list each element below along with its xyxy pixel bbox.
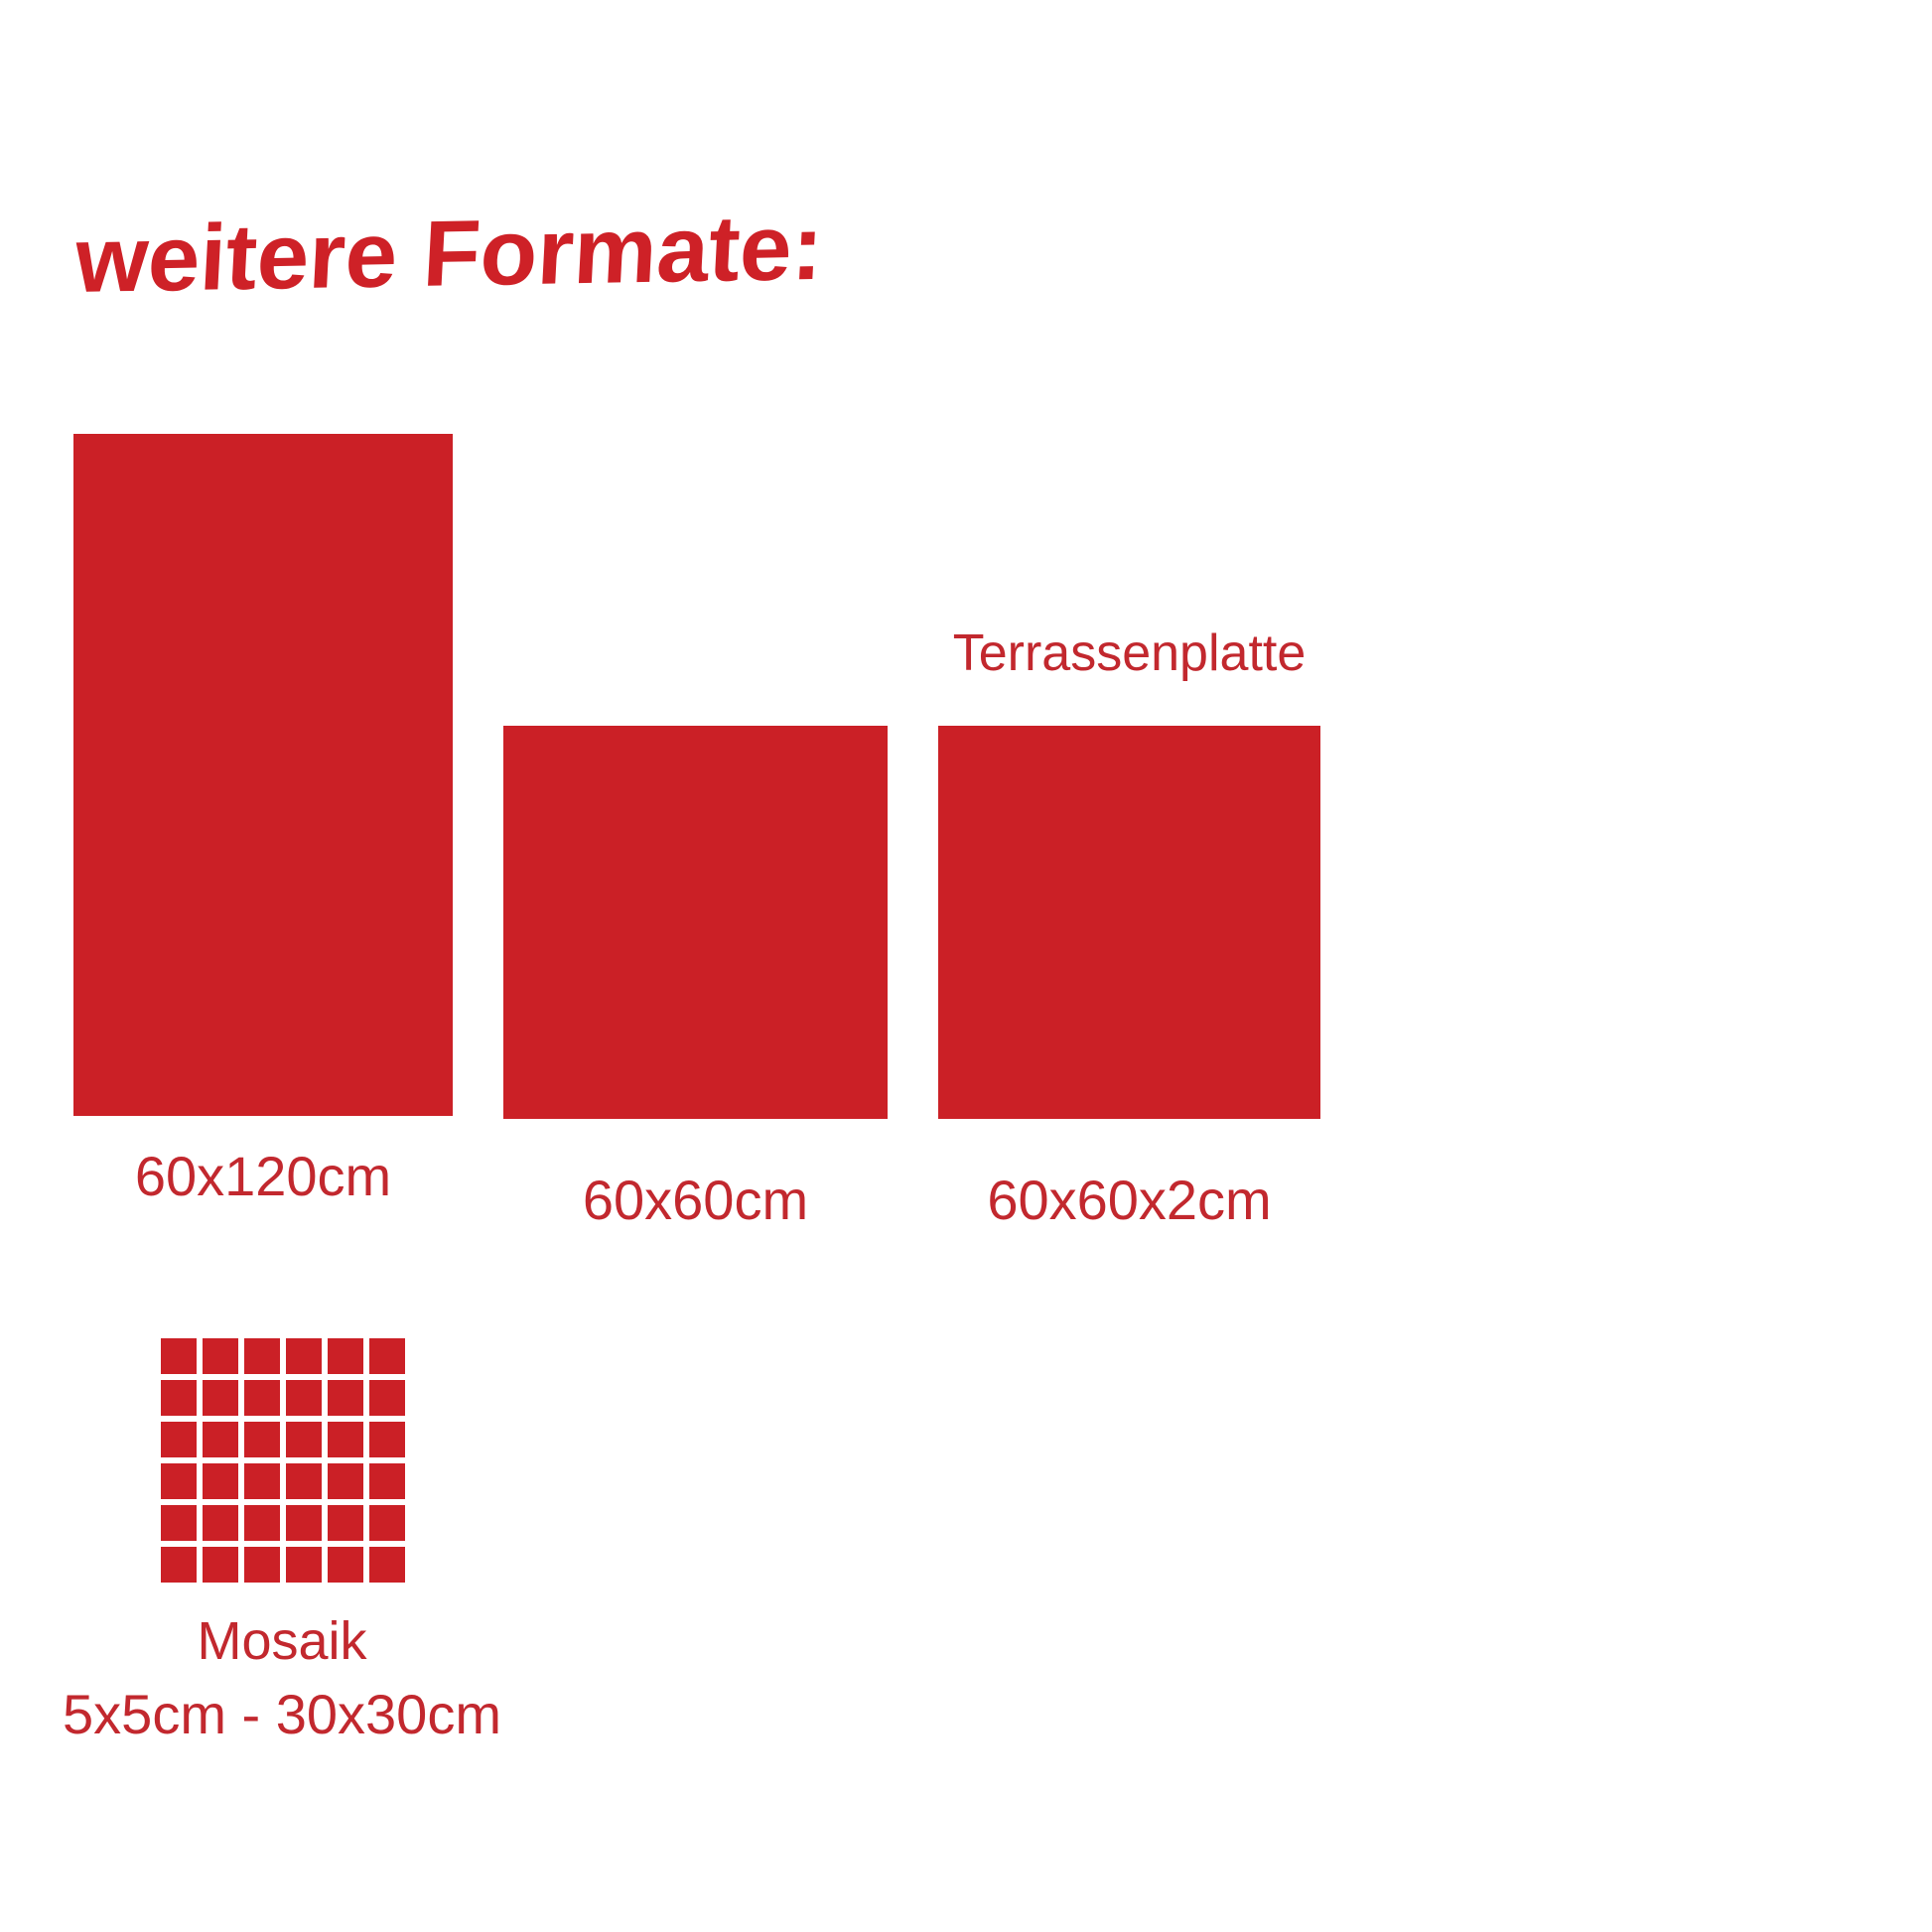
mosaic-cell [286,1338,322,1374]
terrassenplatte-annotation: Terrassenplatte [952,624,1307,682]
mosaic-cell [244,1547,280,1583]
mosaic-cell [161,1338,197,1374]
mosaic-cell [328,1463,363,1499]
mosaic-cell [203,1338,238,1374]
tile-swatch-60x60 [503,726,888,1119]
mosaic-cell [244,1380,280,1416]
mosaic-cell [369,1422,405,1457]
mosaic-cell [244,1338,280,1374]
tile-swatch-60x120 [73,434,453,1116]
page-title: weitere Formate: [72,194,826,312]
mosaic-cell [328,1338,363,1374]
size-label-60x60x2: 60x60x2cm [987,1169,1272,1231]
mosaic-cell [203,1463,238,1499]
size-label-60x60: 60x60cm [582,1169,809,1231]
mosaic-cell [369,1463,405,1499]
mosaic-cell [244,1422,280,1457]
mosaik-label: Mosaik [197,1611,367,1671]
mosaic-cell [286,1463,322,1499]
mosaic-cell [203,1547,238,1583]
mosaic-cell [369,1547,405,1583]
mosaic-cell [161,1547,197,1583]
mosaic-cell [369,1380,405,1416]
mosaic-cell [244,1505,280,1541]
mosaic-cell [328,1422,363,1457]
mosaic-cell [203,1380,238,1416]
mosaic-cell [286,1505,322,1541]
mosaic-cell [161,1505,197,1541]
mosaic-cell [161,1463,197,1499]
mosaic-cell [369,1505,405,1541]
mosaik-size-range-label: 5x5cm - 30x30cm [63,1683,501,1745]
mosaic-swatch-grid [161,1338,405,1583]
mosaic-cell [244,1463,280,1499]
tile-swatch-60x60x2 [938,726,1320,1119]
mosaic-cell [369,1338,405,1374]
mosaic-cell [286,1380,322,1416]
mosaic-cell [328,1547,363,1583]
mosaic-cell [286,1422,322,1457]
mosaic-cell [161,1422,197,1457]
mosaic-cell [203,1422,238,1457]
mosaic-cell [286,1547,322,1583]
mosaic-cell [161,1380,197,1416]
mosaic-cell [328,1380,363,1416]
mosaic-cell [203,1505,238,1541]
size-label-60x120: 60x120cm [134,1145,392,1207]
mosaic-cell [328,1505,363,1541]
